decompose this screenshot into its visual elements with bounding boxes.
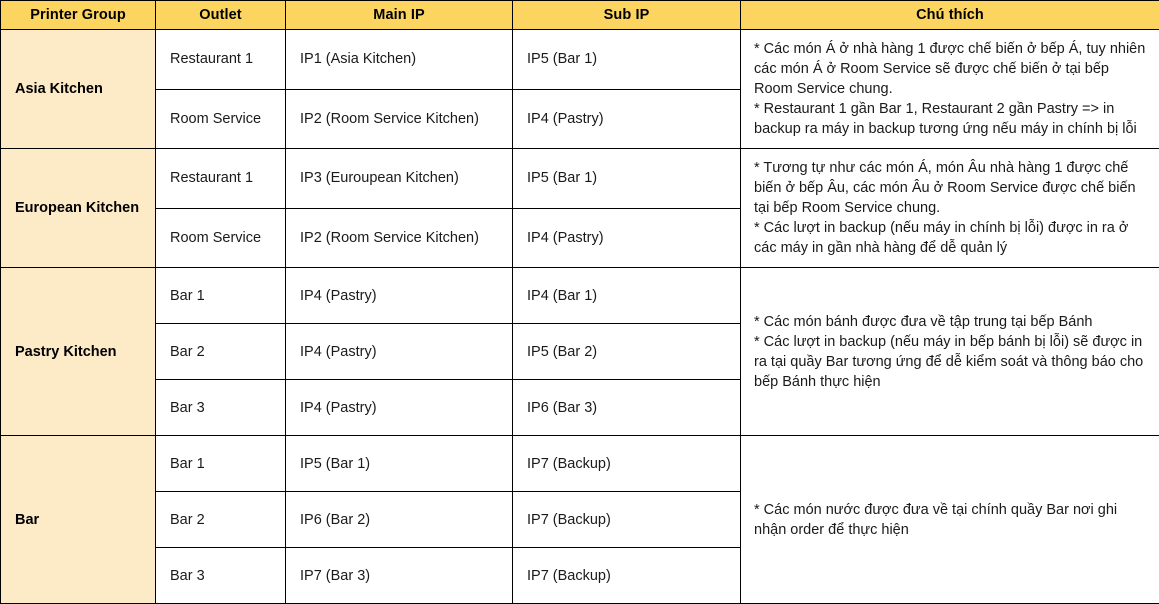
sub-ip-cell: IP7 (Backup) [513, 436, 741, 492]
outlet-cell: Room Service [156, 89, 286, 149]
note-cell: * Các món nước được đưa về tại chính quầ… [741, 436, 1159, 604]
sub-ip-cell: IP6 (Bar 3) [513, 380, 741, 436]
outlet-cell: Bar 1 [156, 268, 286, 324]
sub-ip-cell: IP4 (Pastry) [513, 89, 741, 149]
printer-group-cell: Bar [1, 436, 156, 604]
main-ip-cell: IP4 (Pastry) [286, 324, 513, 380]
main-ip-cell: IP4 (Pastry) [286, 268, 513, 324]
sub-ip-cell: IP7 (Backup) [513, 548, 741, 604]
printer-group-cell: Pastry Kitchen [1, 268, 156, 436]
sub-ip-cell: IP4 (Pastry) [513, 208, 741, 268]
note-cell: * Các món bánh được đưa về tập trung tại… [741, 268, 1159, 436]
outlet-cell: Bar 2 [156, 492, 286, 548]
column-header-note: Chú thích [741, 1, 1159, 30]
outlet-cell: Bar 2 [156, 324, 286, 380]
main-ip-cell: IP6 (Bar 2) [286, 492, 513, 548]
printer-group-cell: European Kitchen [1, 149, 156, 268]
main-ip-cell: IP1 (Asia Kitchen) [286, 30, 513, 90]
outlet-cell: Bar 3 [156, 548, 286, 604]
sub-ip-cell: IP5 (Bar 1) [513, 30, 741, 90]
sub-ip-cell: IP4 (Bar 1) [513, 268, 741, 324]
printer-group-cell: Asia Kitchen [1, 30, 156, 149]
main-ip-cell: IP2 (Room Service Kitchen) [286, 89, 513, 149]
sub-ip-cell: IP5 (Bar 2) [513, 324, 741, 380]
column-header-printer-group: Printer Group [1, 1, 156, 30]
sub-ip-cell: IP7 (Backup) [513, 492, 741, 548]
main-ip-cell: IP7 (Bar 3) [286, 548, 513, 604]
note-cell: * Tương tự như các món Á, món Âu nhà hàn… [741, 149, 1159, 268]
column-header-sub-ip: Sub IP [513, 1, 741, 30]
table-header: Printer Group Outlet Main IP Sub IP Chú … [1, 1, 1159, 30]
main-ip-cell: IP2 (Room Service Kitchen) [286, 208, 513, 268]
column-header-outlet: Outlet [156, 1, 286, 30]
note-cell: * Các món Á ở nhà hàng 1 được chế biến ở… [741, 30, 1159, 149]
outlet-cell: Restaurant 1 [156, 149, 286, 209]
header-row: Printer Group Outlet Main IP Sub IP Chú … [1, 1, 1159, 30]
sub-ip-cell: IP5 (Bar 1) [513, 149, 741, 209]
main-ip-cell: IP3 (Euroupean Kitchen) [286, 149, 513, 209]
outlet-cell: Bar 3 [156, 380, 286, 436]
outlet-cell: Bar 1 [156, 436, 286, 492]
main-ip-cell: IP4 (Pastry) [286, 380, 513, 436]
main-ip-cell: IP5 (Bar 1) [286, 436, 513, 492]
column-header-main-ip: Main IP [286, 1, 513, 30]
outlet-cell: Room Service [156, 208, 286, 268]
outlet-cell: Restaurant 1 [156, 30, 286, 90]
